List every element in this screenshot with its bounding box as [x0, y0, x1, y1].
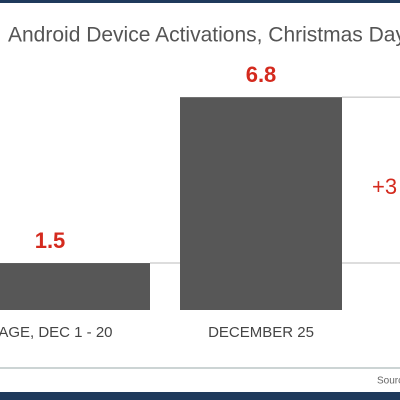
x-tick-label: DECEMBER 25: [208, 324, 314, 341]
chart-title: Android Device Activations, Christmas Da…: [8, 24, 400, 47]
bar: [0, 263, 150, 310]
bottom-border: [0, 392, 400, 400]
value-label: 1.5: [35, 228, 66, 253]
source-note: Sourc: [377, 376, 400, 387]
bar: [180, 97, 342, 310]
top-border: [0, 0, 400, 3]
value-label: 6.8: [246, 62, 277, 87]
annotation: +3: [372, 174, 397, 199]
x-tick-label: RAGE, DEC 1 - 20: [0, 324, 113, 341]
